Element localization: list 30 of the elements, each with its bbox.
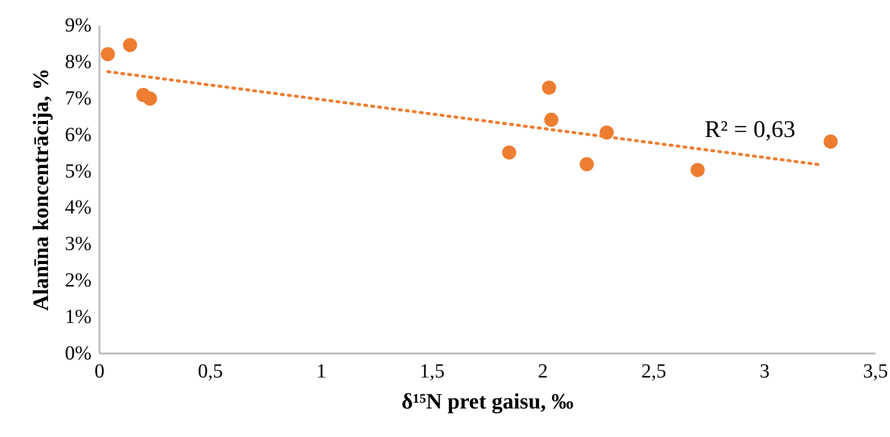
y-tick-label: 4% <box>64 196 92 219</box>
y-tick-label: 5% <box>64 160 92 182</box>
x-tick-label: 0 <box>94 360 104 382</box>
x-tick-label: 2,5 <box>641 360 666 382</box>
annotation: R² = 0,63 <box>704 117 796 143</box>
y-tick-label: 2% <box>64 270 92 292</box>
y-tick-label: 8% <box>64 50 92 73</box>
y-tick-label: 9% <box>64 14 92 36</box>
x-tick-label: 0,5 <box>198 360 223 382</box>
y-tick-label: 6% <box>64 124 92 146</box>
x-tick-label: 1,5 <box>420 360 445 382</box>
x-axis-title: δ¹⁵N pret gaisu, ‰ <box>401 388 574 414</box>
point <box>690 162 705 178</box>
x-tick-label: 3,5 <box>863 360 888 382</box>
point <box>824 134 838 149</box>
y-axis-title: Alanīna koncentrācija, % <box>28 68 53 311</box>
point <box>542 80 556 95</box>
y-tick-label: 1% <box>64 306 92 328</box>
point <box>122 38 138 52</box>
point <box>142 92 158 106</box>
point <box>544 112 558 127</box>
point <box>502 146 516 160</box>
x-tick-label: 2 <box>538 360 548 382</box>
y-tick-label: 7% <box>64 87 92 110</box>
x-tick-label: 1 <box>316 360 326 382</box>
point <box>580 157 594 172</box>
x-tick-label: 3 <box>760 360 770 382</box>
y-tick-label: 0% <box>64 342 92 364</box>
point <box>100 47 115 62</box>
y-tick-label: 3% <box>64 233 92 256</box>
